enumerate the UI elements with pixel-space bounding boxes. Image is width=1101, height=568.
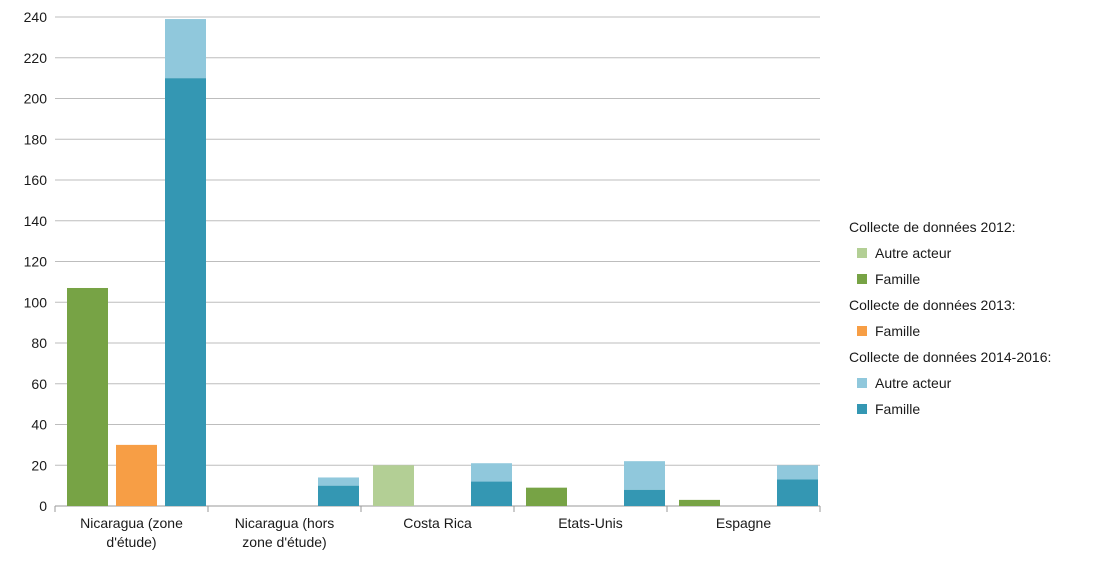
y-tick-label: 40 [31,417,47,433]
legend-group-title: Collecte de données 2013: [849,297,1016,313]
x-category-label: Etats-Unis [558,515,623,531]
bar [624,489,665,506]
y-tick-label: 140 [24,213,48,229]
bar [373,465,414,506]
x-category-label: Nicaragua (hors [235,515,335,531]
y-tick-label: 80 [31,335,47,351]
y-tick-label: 180 [24,131,48,147]
bar [165,78,206,506]
x-category-label: zone d'étude) [242,534,326,550]
bar [165,19,206,79]
legend-group-title: Collecte de données 2014-2016: [849,349,1051,365]
y-tick-label: 60 [31,376,47,392]
y-tick-label: 120 [24,254,48,270]
legend-swatch [857,378,867,388]
legend-swatch [857,326,867,336]
y-tick-label: 0 [39,498,47,514]
bar [777,479,818,506]
legend-label: Autre acteur [875,245,952,261]
legend-swatch [857,274,867,284]
legend-swatch [857,248,867,258]
bar [777,465,818,480]
x-category-label: d'étude) [106,534,156,550]
bar [67,287,108,506]
y-tick-label: 20 [31,457,47,473]
y-tick-label: 240 [24,9,48,25]
bar [471,463,512,482]
legend-label: Famille [875,401,920,417]
bar [624,461,665,490]
legend-label: Autre acteur [875,375,952,391]
legend-group-title: Collecte de données 2012: [849,219,1016,235]
legend-swatch [857,404,867,414]
bar [526,487,567,506]
y-tick-label: 220 [24,50,48,66]
legend-label: Famille [875,323,920,339]
bar [116,444,157,506]
bar [471,481,512,506]
y-tick-label: 100 [24,294,48,310]
x-category-label: Espagne [716,515,771,531]
x-category-label: Costa Rica [403,515,472,531]
bar [679,499,720,506]
bar [318,485,359,506]
x-category-label: Nicaragua (zone [80,515,183,531]
bar [318,477,359,486]
y-tick-label: 200 [24,91,48,107]
y-tick-label: 160 [24,172,48,188]
legend-label: Famille [875,271,920,287]
